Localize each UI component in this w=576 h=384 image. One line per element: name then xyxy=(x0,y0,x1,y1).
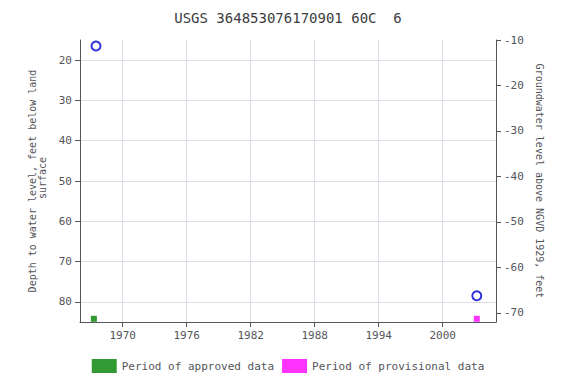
svg-text:Period of approved data: Period of approved data xyxy=(122,360,274,373)
svg-text:60: 60 xyxy=(59,215,72,228)
svg-text:40: 40 xyxy=(59,134,72,147)
svg-text:50: 50 xyxy=(59,175,72,188)
svg-text:Groundwater level above NGVD 1: Groundwater level above NGVD 1929, feet xyxy=(534,64,545,299)
svg-text:2000: 2000 xyxy=(429,329,456,342)
svg-text:20: 20 xyxy=(59,54,72,67)
svg-text:1970: 1970 xyxy=(109,329,136,342)
svg-text:-70: -70 xyxy=(504,306,524,319)
svg-text:-50: -50 xyxy=(504,215,524,228)
svg-text:30: 30 xyxy=(59,94,72,107)
svg-text:80: 80 xyxy=(59,295,72,308)
svg-text:70: 70 xyxy=(59,255,72,268)
svg-text:Period of provisional data: Period of provisional data xyxy=(312,360,484,373)
svg-text:Depth to water level, feet bel: Depth to water level, feet below land xyxy=(27,69,39,293)
svg-text:surface: surface xyxy=(37,157,48,205)
svg-text:-10: -10 xyxy=(504,34,524,47)
svg-text:1994: 1994 xyxy=(365,329,392,342)
svg-text:-60: -60 xyxy=(504,261,524,274)
svg-text:-40: -40 xyxy=(504,170,524,183)
svg-text:USGS 364853076170901 60C 6: USGS 364853076170901 60C 6 xyxy=(174,10,402,26)
svg-text:1988: 1988 xyxy=(301,329,328,342)
svg-text:-20: -20 xyxy=(504,79,524,92)
svg-text:-30: -30 xyxy=(504,124,524,137)
svg-text:1976: 1976 xyxy=(173,329,200,342)
svg-text:1982: 1982 xyxy=(237,329,263,342)
